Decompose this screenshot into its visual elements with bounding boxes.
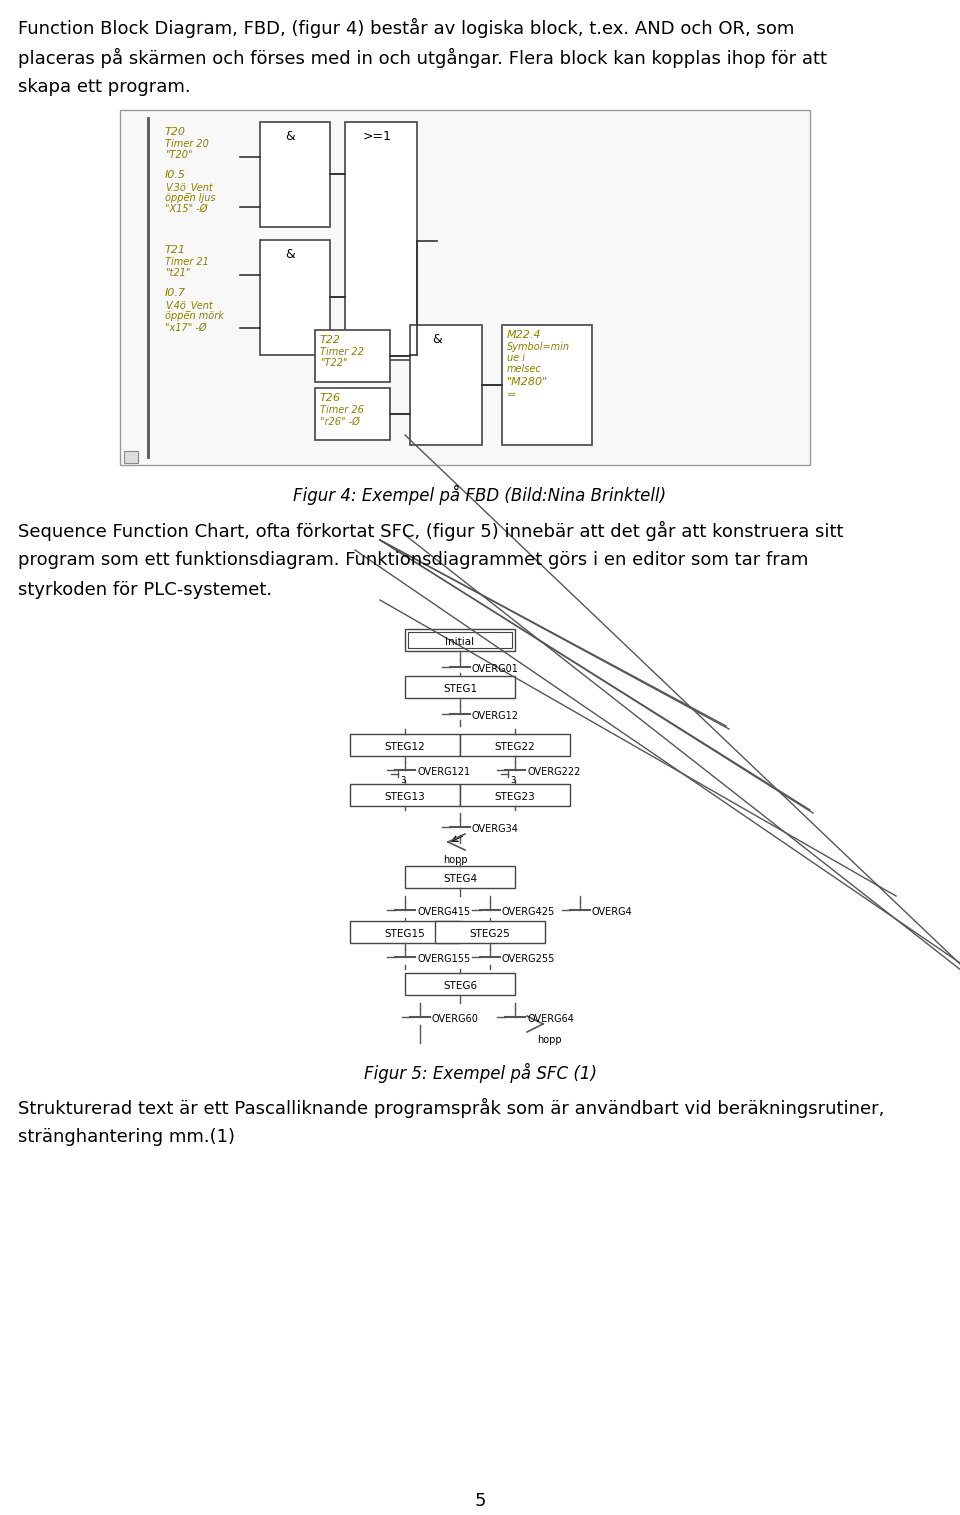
Text: OVERG121: OVERG121: [417, 767, 470, 777]
Text: OVERG60: OVERG60: [432, 1014, 479, 1024]
Text: 3: 3: [400, 776, 405, 785]
Text: STEG1: STEG1: [443, 683, 477, 694]
Bar: [350, 733, 460, 756]
Text: "r26" -Ø: "r26" -Ø: [320, 417, 360, 427]
Text: placeras på skärmen och förses med in och utgångar. Flera block kan kopplas ihop: placeras på skärmen och förses med in oc…: [18, 48, 827, 68]
Text: stränghantering mm.(1): stränghantering mm.(1): [18, 1129, 235, 1145]
Bar: [260, 239, 330, 355]
Text: &: &: [285, 130, 295, 142]
Text: &: &: [432, 333, 442, 345]
Text: Timer 20: Timer 20: [165, 139, 209, 148]
Text: OVERG155: OVERG155: [417, 954, 470, 964]
Text: "M280": "M280": [507, 377, 548, 386]
Text: V.4ö_Vent: V.4ö_Vent: [165, 300, 213, 311]
Text: M22.4: M22.4: [507, 330, 541, 339]
Text: OVERG222: OVERG222: [527, 767, 581, 777]
Text: Symbol=min: Symbol=min: [507, 342, 570, 351]
Text: program som ett funktionsdiagram. Funktionsdiagrammet görs i en editor som tar f: program som ett funktionsdiagram. Funkti…: [18, 551, 808, 570]
Text: hopp: hopp: [537, 1035, 562, 1045]
Text: STEG13: STEG13: [385, 792, 425, 801]
Text: OVERG12: OVERG12: [472, 711, 519, 721]
Bar: [120, 111, 810, 465]
Bar: [405, 676, 515, 698]
Text: Figur 5: Exempel på SFC (1): Figur 5: Exempel på SFC (1): [364, 1064, 596, 1083]
Bar: [405, 629, 515, 651]
Text: öppen ljus: öppen ljus: [165, 192, 215, 203]
Bar: [460, 783, 570, 806]
Bar: [124, 451, 138, 464]
Text: Function Block Diagram, FBD, (figur 4) består av logiska block, t.ex. AND och OR: Function Block Diagram, FBD, (figur 4) b…: [18, 18, 794, 38]
Text: "T22": "T22": [320, 358, 348, 368]
Text: 3: 3: [510, 776, 516, 785]
Text: skapa ett program.: skapa ett program.: [18, 77, 191, 95]
Text: 5: 5: [474, 1492, 486, 1510]
Text: STEG12: STEG12: [385, 742, 425, 751]
Bar: [410, 326, 482, 445]
Text: Timer 22: Timer 22: [320, 347, 364, 358]
Text: OVERG01: OVERG01: [472, 664, 518, 674]
Text: STEG25: STEG25: [469, 929, 511, 939]
Text: Sequence Function Chart, ofta förkortat SFC, (figur 5) innebär att det går att k: Sequence Function Chart, ofta förkortat …: [18, 521, 844, 541]
Text: T21: T21: [165, 245, 186, 255]
Text: Initial: Initial: [445, 636, 474, 647]
Text: OVERG34: OVERG34: [472, 824, 518, 833]
Text: T20: T20: [165, 127, 186, 136]
Text: öppen mörk: öppen mörk: [165, 311, 224, 321]
Bar: [435, 921, 545, 942]
Text: hopp: hopp: [443, 854, 468, 865]
Bar: [350, 921, 460, 942]
Bar: [502, 326, 592, 445]
Text: V.3ö_Vent: V.3ö_Vent: [165, 182, 213, 192]
Text: OVERG4: OVERG4: [592, 907, 633, 917]
Text: OVERG64: OVERG64: [527, 1014, 574, 1024]
Text: >=1: >=1: [363, 130, 392, 142]
Text: STEG15: STEG15: [385, 929, 425, 939]
Text: OVERG415: OVERG415: [417, 907, 470, 917]
Text: &: &: [285, 248, 295, 261]
Text: Timer 26: Timer 26: [320, 405, 364, 415]
Text: STEG4: STEG4: [443, 874, 477, 883]
Bar: [460, 733, 570, 756]
Bar: [315, 330, 390, 382]
Text: melsec: melsec: [507, 364, 541, 374]
Bar: [260, 123, 330, 227]
Text: "T20": "T20": [165, 150, 193, 161]
Bar: [408, 632, 512, 648]
Text: I0.5: I0.5: [165, 170, 186, 180]
Text: STEG6: STEG6: [443, 982, 477, 991]
Bar: [315, 388, 390, 439]
Text: T26: T26: [320, 392, 341, 403]
Text: ue i: ue i: [507, 353, 525, 364]
Text: OVERG255: OVERG255: [502, 954, 556, 964]
Bar: [405, 973, 515, 995]
Text: Timer 21: Timer 21: [165, 258, 209, 267]
Bar: [405, 867, 515, 888]
Text: "X15" -Ø: "X15" -Ø: [165, 205, 207, 214]
Text: Figur 4: Exempel på FBD (Bild:Nina Brinktell): Figur 4: Exempel på FBD (Bild:Nina Brink…: [294, 485, 666, 504]
Text: OVERG425: OVERG425: [502, 907, 555, 917]
Text: =: =: [507, 389, 516, 400]
Text: "x17" -Ø: "x17" -Ø: [165, 323, 206, 333]
Text: T22: T22: [320, 335, 341, 345]
Text: styrkoden för PLC-systemet.: styrkoden för PLC-systemet.: [18, 580, 272, 598]
Text: Strukturerad text är ett Pascalliknande programspråk som är användbart vid beräk: Strukturerad text är ett Pascalliknande …: [18, 1098, 884, 1118]
Text: STEG23: STEG23: [494, 792, 536, 801]
Text: I0.7: I0.7: [165, 288, 186, 298]
Text: STEG22: STEG22: [494, 742, 536, 751]
Bar: [350, 783, 460, 806]
Text: "t21": "t21": [165, 268, 190, 277]
Bar: [345, 123, 417, 361]
